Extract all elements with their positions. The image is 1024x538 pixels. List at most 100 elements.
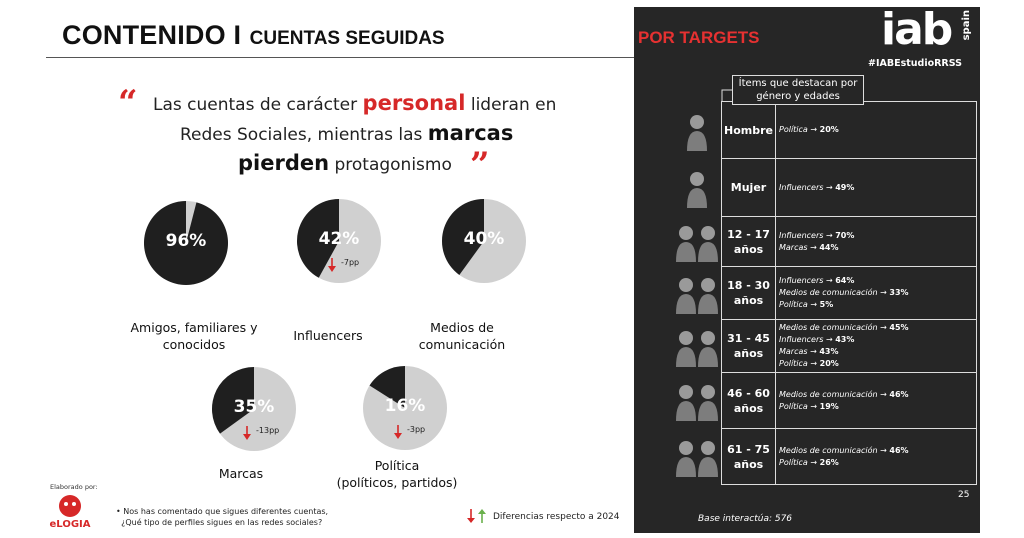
pie-category-line: Amigos, familiares y <box>130 320 258 335</box>
close-quote-mark: ” <box>470 145 490 185</box>
quote-highlight-pierden: pierden <box>238 151 330 175</box>
target-item: Marcas → 43% <box>779 347 839 356</box>
quote-highlight-personal: personal <box>362 91 466 115</box>
target-category-line: años <box>733 242 764 256</box>
note-line-2: ¿Qué tipo de perfiles sigues en las rede… <box>121 518 323 527</box>
arrow-right-icon: → <box>877 323 890 332</box>
decrease-arrow-icon <box>328 258 336 272</box>
pie-value-slice <box>369 366 405 408</box>
pie-category-label: Marcas <box>161 465 321 482</box>
legend-arrows <box>467 509 486 523</box>
target-items: Influencers → 49% <box>776 159 977 216</box>
pie-category-line: comunicación <box>418 337 506 352</box>
iab-logo: iab <box>881 4 953 55</box>
target-row: Hombre Política → 20% <box>721 102 977 159</box>
arrow-right-icon: → <box>807 359 820 368</box>
target-item: Marcas → 44% <box>779 242 839 252</box>
target-item: Influencers → 49% <box>779 182 855 192</box>
callout-box: Ítems que destacan por género y edades <box>732 75 864 105</box>
pie-percent-label: 96% <box>165 231 207 251</box>
pie-chart <box>144 201 228 285</box>
target-items: Influencers → 64% Medios de comunicación … <box>776 267 977 319</box>
pie-value-slice <box>212 367 254 434</box>
pie-category-label: Amigos, familiares y conocidos <box>114 319 274 353</box>
target-item: Política → 26% <box>779 457 839 467</box>
target-category-line: años <box>733 347 764 360</box>
target-row: 46 - 60 años Medios de comunicación → 46% P… <box>721 373 977 429</box>
person-photo-icon <box>676 226 718 262</box>
open-quote-mark: “ <box>118 83 138 123</box>
target-category-line: años <box>733 457 764 471</box>
arrow-right-icon: → <box>807 347 820 356</box>
person-photo-icon <box>676 330 718 367</box>
arrow-right-icon: → <box>807 242 820 252</box>
quote-line-2: Redes Sociales, mientras las marcas <box>180 121 513 145</box>
target-category: Hombre <box>721 102 776 158</box>
elogia-logo: eLOGIA <box>50 495 91 530</box>
target-category-line: años <box>733 294 764 307</box>
pie-category-label: Política (políticos, partidos) <box>317 457 477 491</box>
target-items: Medios de comunicación → 45% Influencers … <box>776 320 977 372</box>
target-category: 18 - 30 años <box>721 267 776 319</box>
footer-question: • Nos has comentado que sigues diferente… <box>116 507 329 527</box>
quote-text: protagonismo <box>329 155 452 175</box>
hashtag: #IABEstudioRRSS <box>868 58 963 69</box>
target-item: Influencers → 64% <box>779 276 855 285</box>
target-category-line: años <box>733 401 764 415</box>
person-photo-icon <box>687 172 707 208</box>
base-note: Base interactúa: 576 <box>698 514 793 524</box>
person-photo-icon <box>676 441 718 477</box>
page-number: 25 <box>958 490 970 500</box>
target-category-line: 18 - 30 <box>727 279 770 292</box>
pie-category-label: Influencers <box>248 327 408 344</box>
target-row: 31 - 45 años Medios de comunicación → 45% I… <box>721 320 977 373</box>
target-items: Política → 20% <box>776 102 977 158</box>
target-items: Medios de comunicación → 46% Política → 2… <box>776 429 977 484</box>
target-category-line: 31 - 45 <box>727 332 770 345</box>
target-category-line: Hombre <box>724 123 773 137</box>
decrease-arrow-icon <box>243 426 251 440</box>
target-items: Medios de comunicación → 46% Política → 1… <box>776 373 977 428</box>
target-item: Medios de comunicación → 46% <box>779 445 909 455</box>
person-photo-icon <box>676 385 718 421</box>
target-category: 12 - 17 años <box>721 217 776 266</box>
quote-text: Redes Sociales, mientras las <box>180 125 428 145</box>
iab-logo-sub: spain <box>961 10 972 41</box>
target-category-line: 12 - 17 <box>727 227 770 241</box>
callout-pointer <box>721 89 732 102</box>
slide-title: CONTENIDO I CUENTAS SEGUIDAS <box>62 20 445 51</box>
arrow-right-icon: → <box>823 230 836 240</box>
arrow-right-icon: → <box>823 276 836 285</box>
person-photo-icon <box>687 114 707 151</box>
target-item: Política → 5% <box>779 300 834 309</box>
target-item: Política → 20% <box>779 359 839 368</box>
title-divider <box>46 57 634 58</box>
target-item: Política → 20% <box>779 125 839 134</box>
pie-category-line: Política <box>374 458 420 473</box>
logo-text: eLOGIA <box>50 519 91 530</box>
quote-text: Las cuentas de carácter <box>153 95 363 115</box>
target-category-line: 61 - 75 <box>727 442 770 456</box>
target-category: 31 - 45 años <box>721 320 776 372</box>
quote-line-3: pierden protagonismo <box>238 151 452 175</box>
pie-category-line: conocidos <box>162 337 226 352</box>
pie-value-slice <box>297 199 339 278</box>
target-category: Mujer <box>721 159 776 216</box>
pie-category-line: Medios de <box>430 320 494 335</box>
pie-category-label: Medios de comunicación <box>382 319 542 353</box>
pie-delta-label: -13pp <box>256 426 280 435</box>
title-sub: CUENTAS SEGUIDAS <box>249 28 445 49</box>
quote-highlight-marcas: marcas <box>427 121 514 145</box>
targets-table: Hombre Política → 20% Mujer Influencers → 4… <box>721 101 977 485</box>
arrow-right-icon: → <box>807 300 820 309</box>
made-by-label: Elaborado por: <box>50 483 98 491</box>
legend-text: Diferencias respecto a 2024 <box>493 512 620 522</box>
pie-delta-label: -7pp <box>341 258 360 267</box>
target-row: 61 - 75 años Medios de comunicación → 46% P… <box>721 429 977 485</box>
pie-category-line: (políticos, partidos) <box>336 475 458 490</box>
arrow-right-icon: → <box>807 125 820 134</box>
target-category: 61 - 75 años <box>721 429 776 484</box>
quote-text: lideran en <box>465 95 557 115</box>
target-items: Influencers → 70% Marcas → 44% <box>776 217 977 266</box>
pie-chart <box>442 199 526 283</box>
